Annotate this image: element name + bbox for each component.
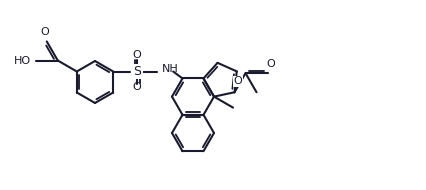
Text: O: O <box>132 82 141 93</box>
Text: O: O <box>40 27 49 37</box>
Text: O: O <box>265 59 274 69</box>
Text: O: O <box>132 51 141 60</box>
Text: S: S <box>133 65 141 78</box>
Text: O: O <box>233 76 242 86</box>
Text: NH: NH <box>162 64 178 74</box>
Text: HO: HO <box>14 55 31 66</box>
